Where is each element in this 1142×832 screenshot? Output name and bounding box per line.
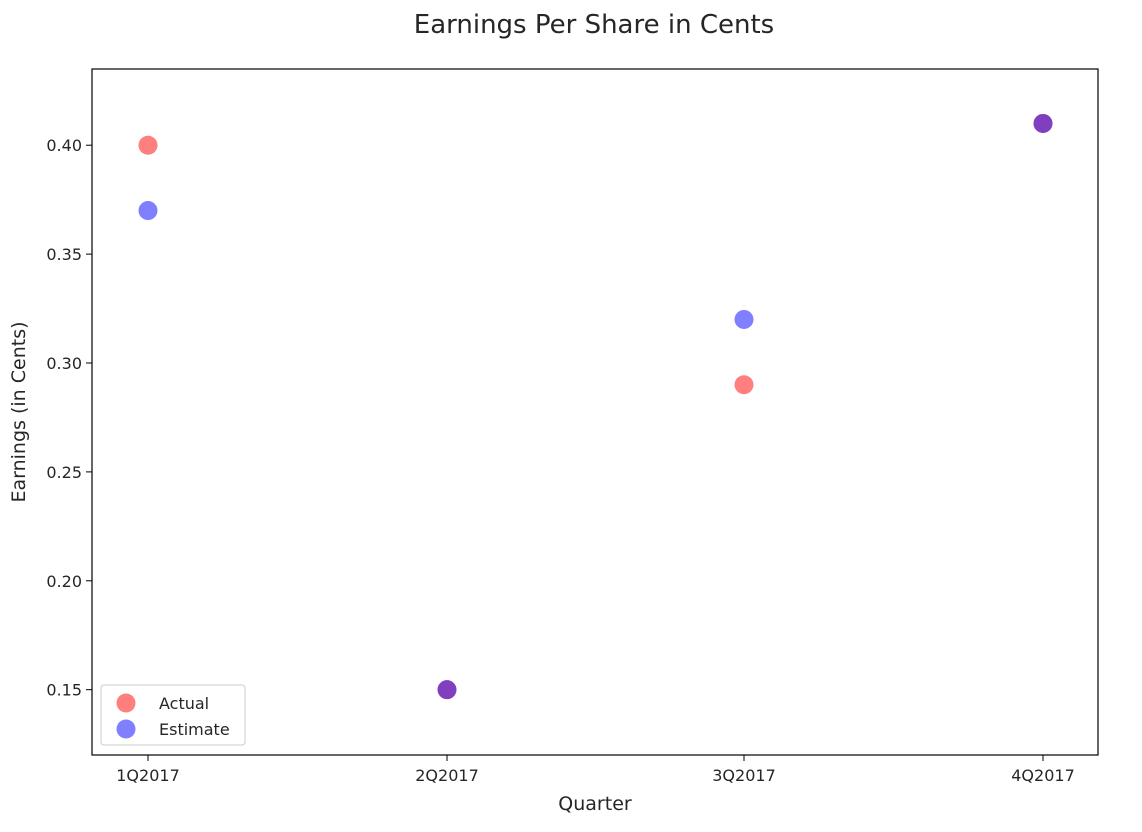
point-estimate-4q2017 bbox=[1033, 113, 1053, 133]
legend-marker-actual bbox=[116, 693, 136, 713]
y-tick-label: 0.20 bbox=[46, 572, 82, 591]
y-axis: 0.15 0.20 0.25 0.30 0.35 0.40 bbox=[46, 136, 92, 700]
x-tick-label: 1Q2017 bbox=[116, 766, 180, 785]
x-axis: 1Q2017 2Q2017 3Q2017 4Q2017 bbox=[116, 755, 1075, 785]
point-actual-3q2017 bbox=[734, 375, 754, 395]
legend-label-actual: Actual bbox=[159, 694, 209, 713]
legend-label-estimate: Estimate bbox=[159, 720, 230, 739]
y-tick-label: 0.25 bbox=[46, 463, 82, 482]
chart-title: Earnings Per Share in Cents bbox=[414, 10, 774, 40]
point-estimate-2q2017 bbox=[437, 680, 457, 700]
plot-area-frame bbox=[91, 68, 1099, 756]
y-tick-label: 0.30 bbox=[46, 354, 82, 373]
x-axis-label: Quarter bbox=[558, 793, 632, 815]
point-actual-1q2017 bbox=[138, 135, 158, 155]
x-tick-label: 4Q2017 bbox=[1011, 766, 1075, 785]
y-tick-label: 0.35 bbox=[46, 245, 82, 264]
y-tick-label: 0.40 bbox=[46, 136, 82, 155]
y-tick-label: 0.15 bbox=[46, 681, 82, 700]
x-tick-label: 2Q2017 bbox=[415, 766, 479, 785]
point-estimate-3q2017 bbox=[734, 309, 754, 329]
legend-marker-estimate bbox=[116, 719, 136, 739]
data-points bbox=[138, 113, 1053, 700]
point-estimate-1q2017 bbox=[138, 201, 158, 221]
x-tick-label: 3Q2017 bbox=[712, 766, 776, 785]
y-axis-label: Earnings (in Cents) bbox=[8, 321, 30, 502]
legend-box bbox=[100, 684, 246, 746]
legend: Actual Estimate bbox=[100, 684, 246, 746]
